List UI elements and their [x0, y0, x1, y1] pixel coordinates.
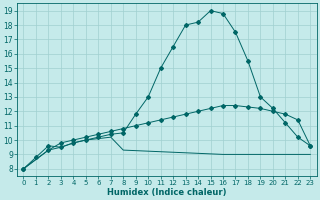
X-axis label: Humidex (Indice chaleur): Humidex (Indice chaleur) — [107, 188, 227, 197]
